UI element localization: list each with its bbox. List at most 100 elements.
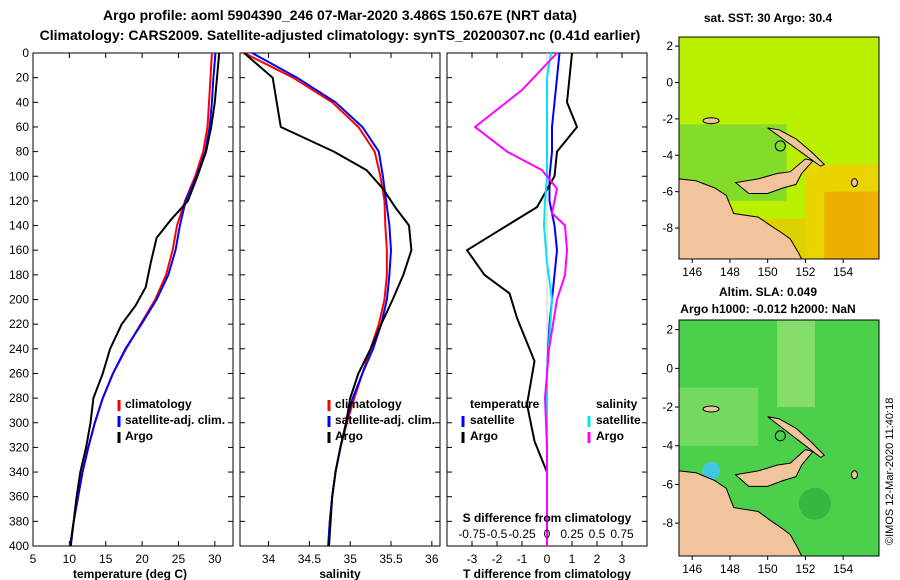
argo-position-marker xyxy=(774,140,786,152)
y-tick-label: 200 xyxy=(9,293,29,307)
map-x-tick-label: 148 xyxy=(720,562,740,576)
y-tick-label: 260 xyxy=(9,366,29,380)
diff-legend-s-argo: Argo xyxy=(596,429,624,443)
diff-legend-s-satellite: satellite xyxy=(596,413,641,427)
series-line-s-satellite xyxy=(543,52,553,546)
s-tick-label: -0.25 xyxy=(508,527,536,541)
salinity-legend-climatology: climatology xyxy=(335,397,402,411)
temperature-x-label: temperature (deg C) xyxy=(73,567,187,580)
y-tick-label: 300 xyxy=(9,416,29,430)
s-difference-axis-label: S difference from climatology xyxy=(463,511,632,525)
x-tick-label: 0 xyxy=(544,552,551,566)
series-line-satellite-adj-clim- xyxy=(69,52,217,547)
s-tick-label: 0.5 xyxy=(589,527,606,541)
y-tick-label: 320 xyxy=(9,440,29,454)
sst-map-panel: sat. SST: 30 Argo: 30.4 146 148 150 152 154 2… xyxy=(662,11,880,279)
x-tick-label: 20 xyxy=(135,552,149,566)
manus-island-land xyxy=(702,117,720,125)
map-y-tick-label: -6 xyxy=(662,185,673,199)
bougainville-land xyxy=(850,470,858,480)
new-britain-land xyxy=(734,449,814,487)
new-ireland-land xyxy=(767,416,826,458)
figure-title-line1: Argo profile: aoml 5904390_246 07-Mar-20… xyxy=(103,7,577,23)
low-sla-patch xyxy=(798,487,831,520)
x-tick-label: 3 xyxy=(619,552,626,566)
salinity-legend: climatology satellite-adj. clim. Argo xyxy=(327,397,435,443)
map-y-tick-label: -2 xyxy=(662,400,673,414)
x-tick-label: 1 xyxy=(569,552,576,566)
y-tick-label: 180 xyxy=(9,268,29,282)
series-line-t-argo xyxy=(466,52,578,546)
x-tick-label: 35 xyxy=(344,552,358,566)
bougainville-land xyxy=(850,178,858,188)
x-tick-label: 34.5 xyxy=(298,552,322,566)
y-tick-label: 400 xyxy=(9,539,29,553)
s-tick-label: 0.25 xyxy=(560,527,584,541)
sla-map-frame xyxy=(678,319,880,557)
diff-legend-t-satellite: satellite xyxy=(470,413,515,427)
y-tick-label: 0 xyxy=(22,46,29,60)
high-sla-patch xyxy=(679,387,759,446)
map-x-tick-label: 146 xyxy=(682,562,702,576)
difference-legend: temperature satellite Argo salinity sate… xyxy=(461,397,641,443)
diff-legend-salinity-heading: salinity xyxy=(596,397,638,411)
salinity-x-label: salinity xyxy=(319,567,361,580)
y-tick-label: 20 xyxy=(16,71,30,85)
map-y-tick-label: -4 xyxy=(662,148,673,162)
s-tick-label: 0.75 xyxy=(610,527,634,541)
new-britain-land xyxy=(734,158,814,194)
series-line-argo xyxy=(243,52,413,547)
map-y-tick-label: -6 xyxy=(662,477,673,491)
manus-island-land xyxy=(702,405,720,413)
salinity-plot-frame xyxy=(239,52,441,547)
x-tick-label: 35.5 xyxy=(379,552,403,566)
y-tick-label: 40 xyxy=(16,95,30,109)
map-y-tick-label: 0 xyxy=(666,361,673,375)
x-tick-label: 2 xyxy=(594,552,601,566)
sla-map-title-line1: Altim. SLA: 0.049 xyxy=(719,285,817,299)
diff-legend-temperature-heading: temperature xyxy=(470,397,540,411)
salinity-legend-satellite: satellite-adj. clim. xyxy=(335,413,435,427)
y-tick-label: 380 xyxy=(9,514,29,528)
figure-title-line2: Climatology: CARS2009. Satellite-adjuste… xyxy=(40,27,641,43)
sla-map-title-line2: Argo h1000: -0.012 h2000: NaN xyxy=(680,302,855,316)
map-x-tick-label: 154 xyxy=(833,265,853,279)
diff-legend-t-argo: Argo xyxy=(470,429,498,443)
sst-map-title: sat. SST: 30 Argo: 30.4 xyxy=(704,11,833,25)
temperature-legend-satellite: satellite-adj. clim. xyxy=(125,413,225,427)
new-ireland-land xyxy=(767,127,826,167)
x-tick-label: 5 xyxy=(30,552,37,566)
temperature-legend: climatology satellite-adj. clim. Argo xyxy=(117,397,225,443)
temperature-legend-argo: Argo xyxy=(125,429,153,443)
sla-map-panel: Altim. SLA: 0.049 Argo h1000: -0.012 h20… xyxy=(662,285,880,576)
difference-panel: -3 -2 -1 0 1 2 3 temperature satellite Argo sa… xyxy=(446,52,648,580)
y-tick-label: 60 xyxy=(16,120,30,134)
x-tick-label: 25 xyxy=(172,552,186,566)
map-y-tick-label: -8 xyxy=(662,221,673,235)
x-tick-label: 10 xyxy=(63,552,77,566)
temperature-panel: 0 20 40 60 80 100 120 140 160 180 200 220 240 260 280 3… xyxy=(9,46,234,580)
map-x-tick-label: 150 xyxy=(758,562,778,576)
temperature-plot-frame xyxy=(32,52,234,547)
map-y-tick-label: 2 xyxy=(666,39,673,53)
x-tick-label: 34 xyxy=(262,552,276,566)
y-tick-label: 280 xyxy=(9,391,29,405)
map-x-tick-label: 154 xyxy=(833,562,853,576)
s-tick-label: -0.5 xyxy=(487,527,508,541)
y-tick-label: 140 xyxy=(9,219,29,233)
warm-water-patch xyxy=(824,191,879,259)
map-x-tick-label: 150 xyxy=(758,265,778,279)
map-y-tick-label: 2 xyxy=(666,323,673,337)
x-tick-label: 15 xyxy=(99,552,113,566)
x-tick-label: 36 xyxy=(425,552,439,566)
salinity-panel: 34 34.5 35 35.5 36 salinity climatology sate… xyxy=(239,52,441,580)
y-tick-label: 120 xyxy=(9,194,29,208)
x-tick-label: -3 xyxy=(467,552,478,566)
map-y-tick-label: -2 xyxy=(662,112,673,126)
x-tick-label: -2 xyxy=(492,552,503,566)
salinity-legend-argo: Argo xyxy=(335,429,363,443)
map-y-tick-label: -8 xyxy=(662,516,673,530)
low-sla-patch xyxy=(702,461,721,480)
y-tick-label: 240 xyxy=(9,342,29,356)
